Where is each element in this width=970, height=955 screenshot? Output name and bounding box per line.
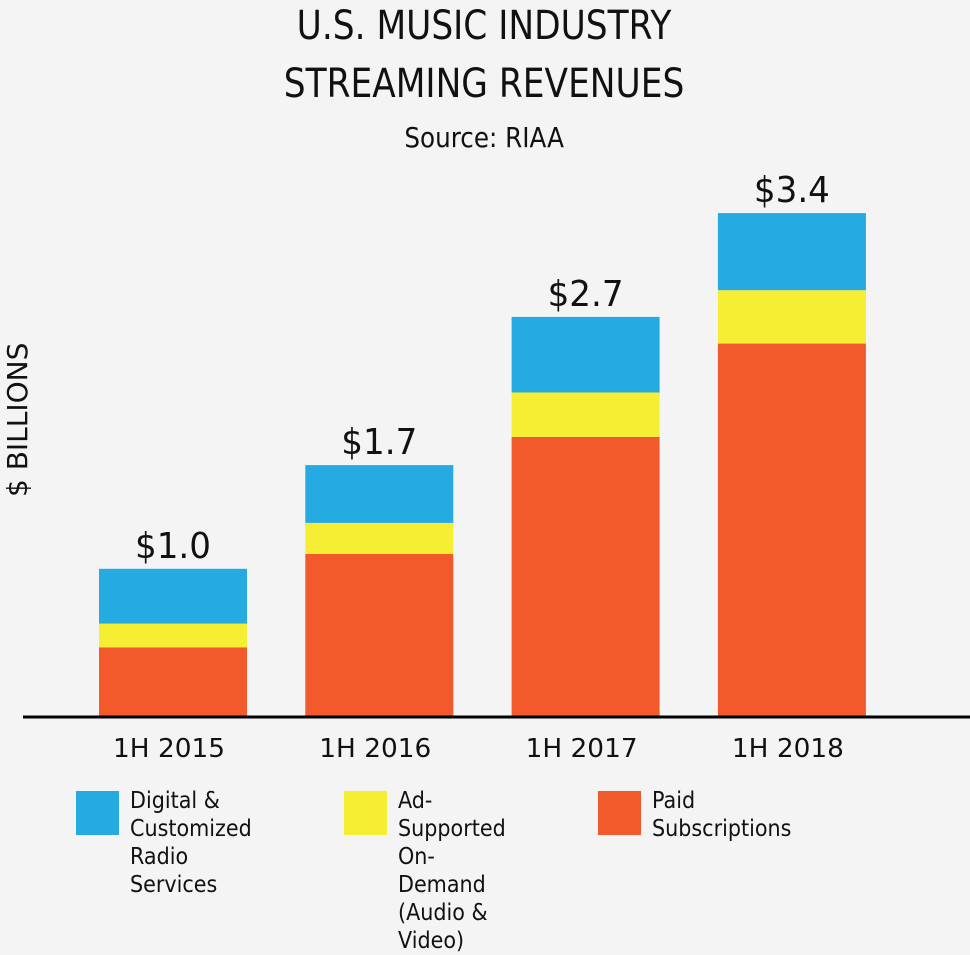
bar-segment-paid-subscriptions-1h-2018 [717, 343, 866, 717]
bar-segment-ad-supported-on-demand-audio-video-1h-2015 [99, 623, 247, 648]
bar-segment-digital-customized-radio-services-1h-2016 [305, 465, 454, 523]
chart-title-line-1: U.S. MUSIC INDUSTRY [296, 3, 672, 49]
labels-group: $1.0 1H 2015 $1.7 1H 2016 $2.7 1H 2017 $3.4 1H … [113, 170, 844, 764]
bar-segment-ad-supported-on-demand-audio-video-1h-2016 [305, 522, 454, 554]
bar-segment-ad-supported-on-demand-audio-video-1h-2018 [717, 290, 866, 344]
bar-segment-paid-subscriptions-1h-2017 [511, 436, 660, 717]
bar-segment-paid-subscriptions-1h-2016 [305, 554, 454, 717]
x-tick-label: 1H 2016 [319, 734, 431, 764]
x-tick-label: 1H 2015 [113, 734, 225, 764]
total-label: $1.0 [135, 526, 211, 567]
legend-label: Ad-Supported On-Demand (Audio & Video) [398, 788, 506, 954]
x-tick-label: 1H 2017 [526, 734, 638, 764]
x-tick-label: 1H 2018 [732, 734, 844, 764]
total-label: $1.7 [341, 422, 417, 463]
bar-segment-digital-customized-radio-services-1h-2017 [511, 316, 660, 393]
bar-segment-digital-customized-radio-services-1h-2018 [717, 213, 866, 291]
bar-segment-digital-customized-radio-services-1h-2015 [99, 568, 247, 624]
bar-segment-ad-supported-on-demand-audio-video-1h-2017 [511, 392, 660, 437]
legend-swatch [598, 791, 641, 835]
chart-title-line-2: STREAMING REVENUES [283, 61, 685, 107]
total-label: $3.4 [754, 170, 830, 211]
bar-segment-paid-subscriptions-1h-2015 [99, 647, 247, 717]
bars-group [99, 213, 866, 717]
total-label: $2.7 [548, 274, 624, 315]
legend-label: Digital & Customized Radio Services [130, 788, 252, 898]
legend-label: Paid Subscriptions [652, 788, 792, 842]
legend-swatch [76, 791, 119, 835]
chart-subtitle: Source: RIAA [404, 121, 564, 154]
legend-swatch [344, 791, 387, 835]
chart-plot: $1.0 1H 2015 $1.7 1H 2016 $2.7 1H 2017 $3.4 1H … [23, 170, 970, 764]
